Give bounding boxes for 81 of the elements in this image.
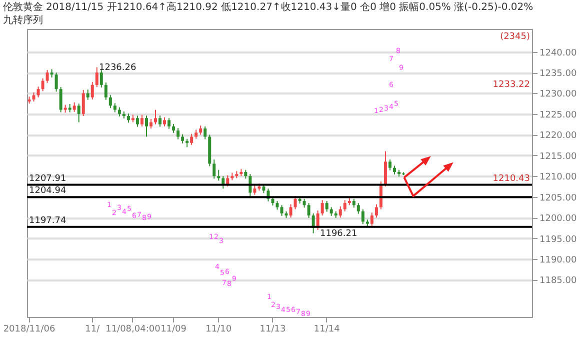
candlestick bbox=[163, 116, 166, 127]
y-tick-label: 1225.00 bbox=[540, 110, 577, 120]
candlestick bbox=[86, 89, 90, 100]
annotation: 1236.26 bbox=[99, 63, 136, 73]
candlestick bbox=[100, 70, 103, 88]
candlestick bbox=[172, 123, 176, 134]
candlestick bbox=[82, 89, 85, 117]
candlestick bbox=[158, 115, 162, 128]
annotation: 1196.21 bbox=[320, 229, 358, 239]
candlestick bbox=[46, 70, 49, 84]
candlestick bbox=[108, 94, 112, 109]
candlestick bbox=[307, 202, 310, 218]
candlestick bbox=[140, 114, 144, 127]
candlestick bbox=[253, 185, 256, 196]
candlestick bbox=[136, 115, 139, 128]
candlestick bbox=[388, 159, 392, 171]
candlestick bbox=[181, 134, 184, 144]
candlestick bbox=[36, 86, 40, 98]
x-tick-label: 2018/11/06 bbox=[3, 324, 56, 334]
ref-line-label: 1197.74 bbox=[29, 216, 66, 226]
y-tick-label: 1195.00 bbox=[540, 234, 577, 245]
candlestick bbox=[212, 159, 216, 180]
candlestick bbox=[59, 86, 62, 113]
annotation: 1210.43 bbox=[492, 174, 530, 184]
candlestick bbox=[168, 118, 171, 130]
candlestick bbox=[144, 115, 148, 138]
candlestick bbox=[32, 92, 36, 102]
x-tick-label: 11/09 bbox=[160, 324, 187, 334]
candlestick bbox=[54, 72, 58, 92]
candlestick bbox=[41, 78, 44, 92]
y-tick-label: 1190.00 bbox=[540, 255, 577, 266]
annotation: (2345) bbox=[500, 32, 530, 42]
candlestick bbox=[72, 102, 76, 112]
candlestick bbox=[384, 150, 387, 187]
x-tick-label: 11/10 bbox=[206, 324, 232, 334]
candlestick bbox=[199, 125, 202, 136]
y-tick-label: 1240.00 bbox=[540, 48, 577, 58]
candlestick bbox=[338, 206, 342, 218]
candlestick bbox=[113, 102, 116, 113]
candlestick bbox=[294, 196, 297, 210]
x-tick-label: 11/08,04:00 bbox=[106, 324, 161, 334]
chart-subtitle: 九转序列 bbox=[2, 14, 43, 26]
ref-line-label: 1204.94 bbox=[29, 186, 66, 196]
chart-title: 伦敦黄金 2018/11/15 开1210.64↑高1210.92 低1210.27↑收1210.43↓量0 仓0 增0 振幅0.05% 涨(-0.25)-0.02% bbox=[2, 1, 534, 13]
candlestick bbox=[190, 133, 194, 146]
x-tick-label: 11/ bbox=[85, 324, 101, 334]
candlestick bbox=[320, 200, 324, 216]
candlestick bbox=[325, 200, 328, 212]
candlestick bbox=[176, 128, 180, 140]
candlestick bbox=[154, 109, 158, 125]
candlestick bbox=[343, 200, 346, 212]
candlestick bbox=[194, 129, 198, 140]
candlestick bbox=[126, 113, 130, 124]
candlestick bbox=[356, 202, 360, 214]
y-tick-label: 1205.00 bbox=[540, 193, 577, 204]
candlestick bbox=[226, 174, 230, 187]
y-tick-label: 1210.00 bbox=[540, 172, 577, 183]
candlestick bbox=[374, 204, 378, 218]
candlestick bbox=[370, 212, 374, 226]
candlestick bbox=[222, 176, 225, 190]
x-tick-label: 11/14 bbox=[314, 324, 340, 334]
candlestick bbox=[280, 204, 284, 216]
y-tick-label: 1230.00 bbox=[540, 90, 577, 100]
ref-line-label: 1207.91 bbox=[29, 174, 66, 184]
x-tick-label: 11/13 bbox=[260, 324, 286, 334]
y-tick-label: 1220.00 bbox=[540, 131, 577, 142]
y-tick-label: 1235.00 bbox=[540, 69, 577, 80]
candlestick bbox=[149, 118, 152, 129]
candlestick bbox=[361, 208, 364, 225]
candlestick bbox=[204, 126, 207, 140]
annotation: 1233.22 bbox=[492, 80, 530, 90]
y-tick-label: 1200.00 bbox=[540, 214, 577, 224]
y-tick-label: 1215.00 bbox=[540, 152, 577, 162]
candlestick bbox=[104, 82, 108, 100]
candlestick bbox=[217, 169, 220, 182]
candlestick bbox=[77, 103, 80, 123]
candlestick bbox=[289, 204, 292, 218]
y-tick-label: 1185.00 bbox=[540, 276, 577, 286]
candlestick bbox=[95, 66, 98, 88]
candlestick bbox=[90, 82, 94, 100]
candlestick bbox=[118, 106, 121, 117]
